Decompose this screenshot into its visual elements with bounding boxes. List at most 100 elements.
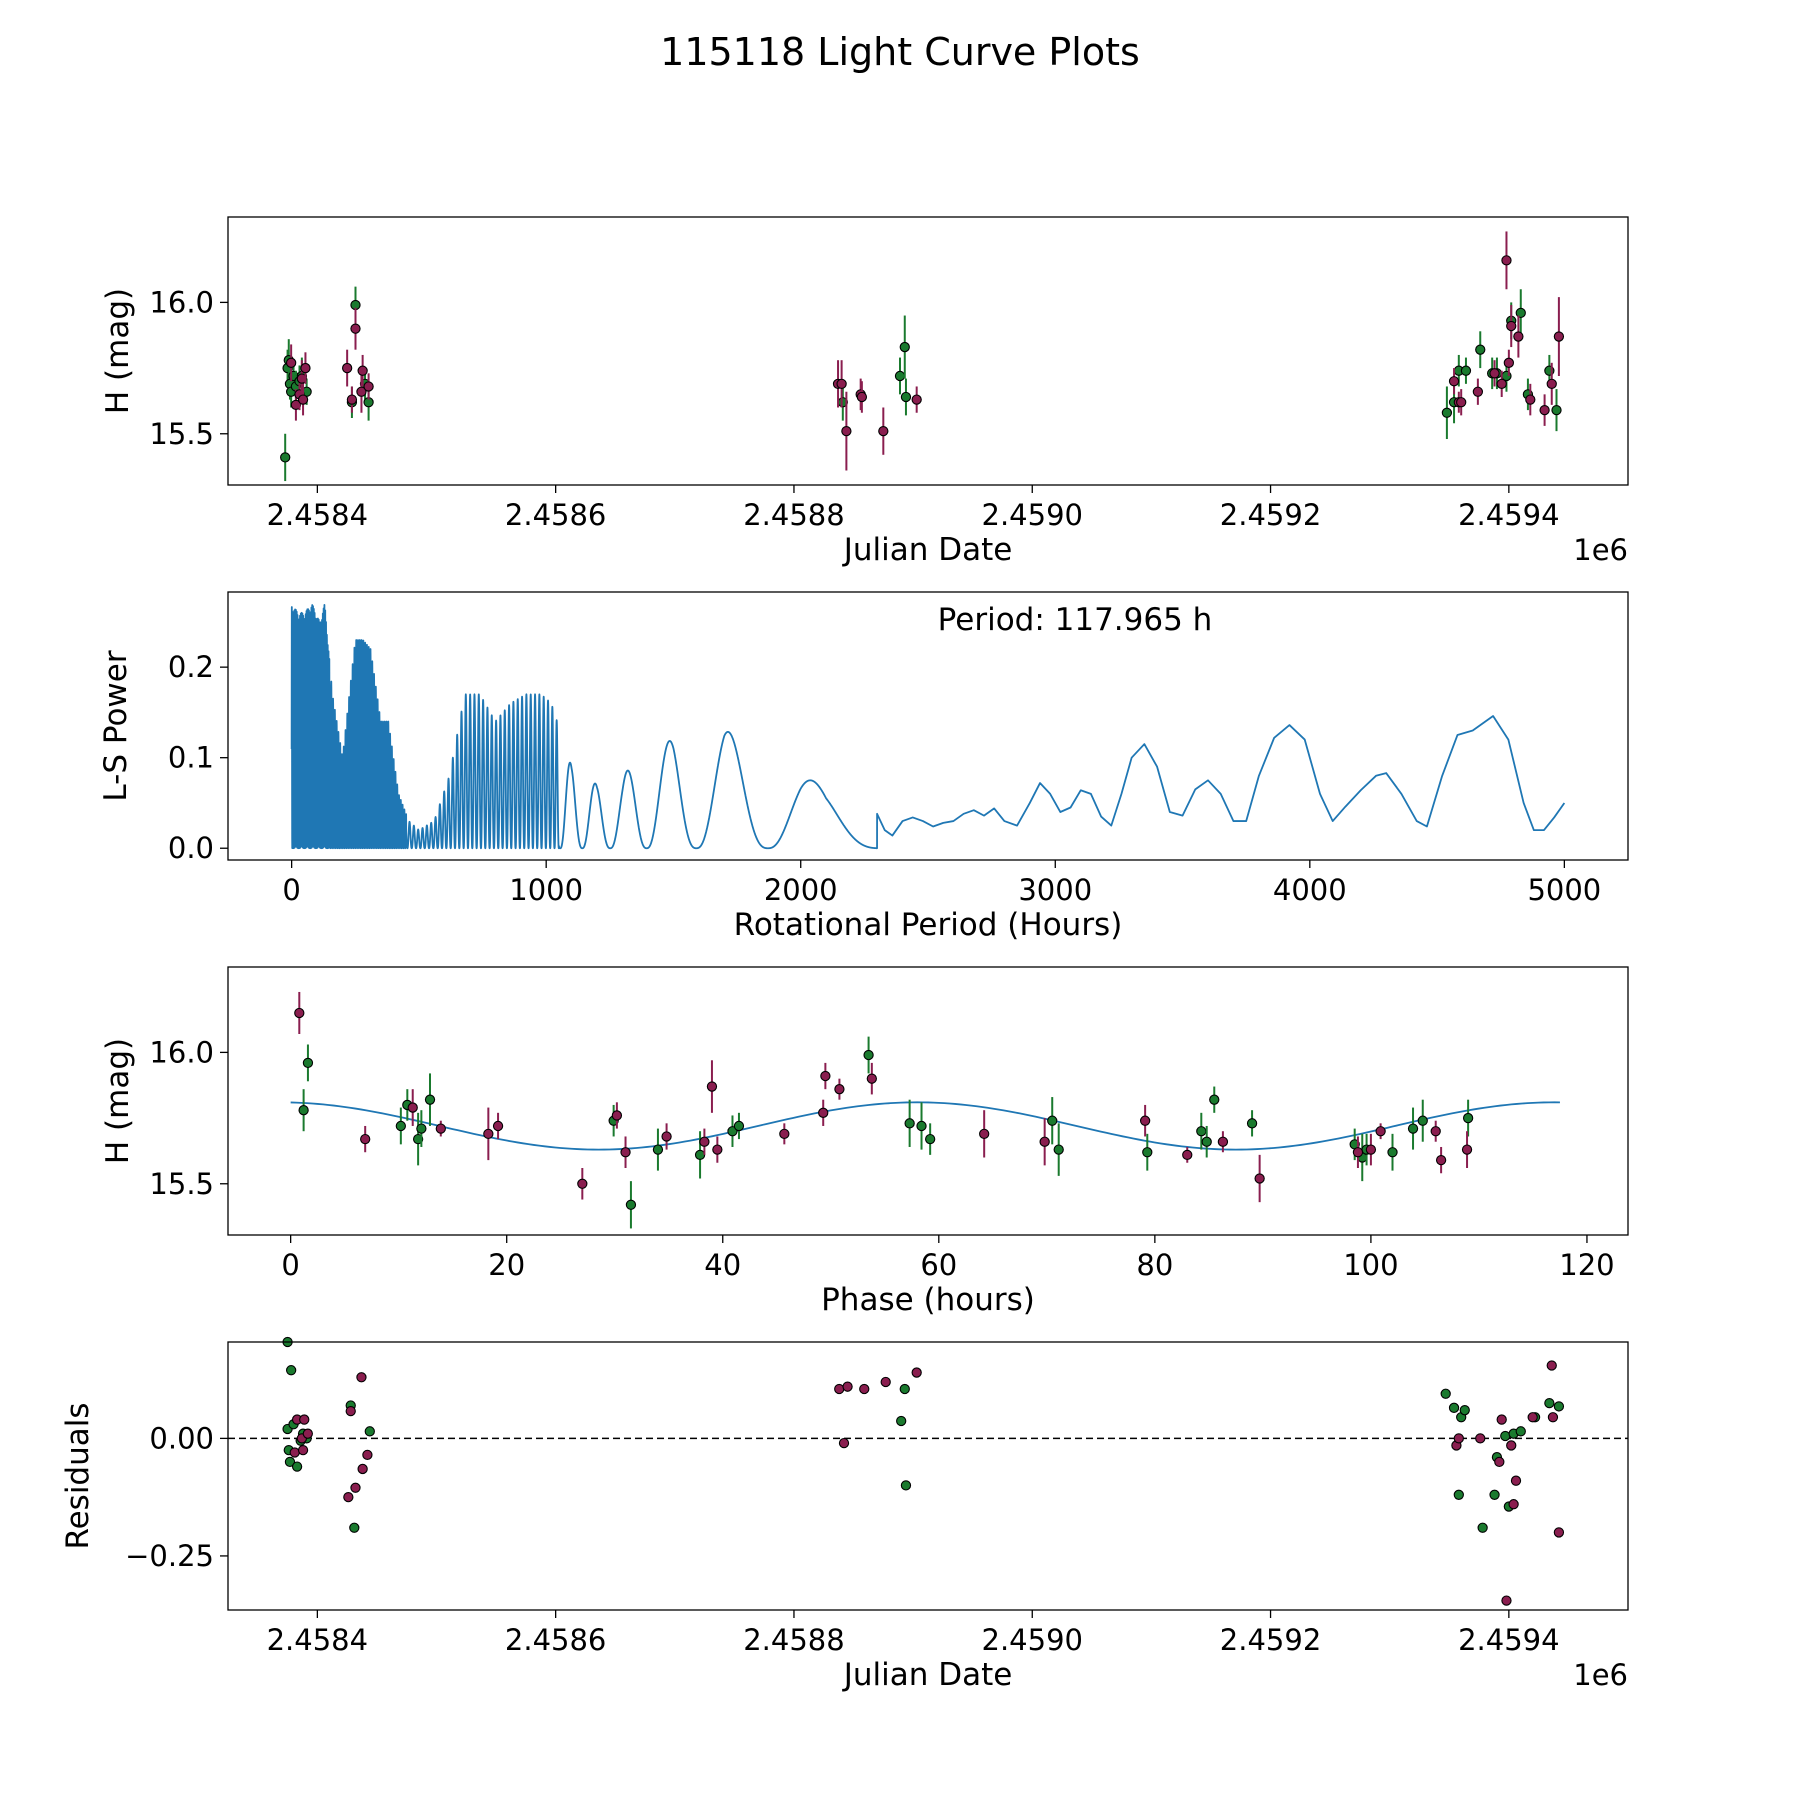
data-point xyxy=(1217,1136,1229,1147)
data-point xyxy=(899,1383,910,1395)
x-tick-label: 0 xyxy=(282,873,300,907)
data-point xyxy=(395,1120,406,1132)
data-point xyxy=(424,1094,436,1105)
x-tick-label: 2.4586 xyxy=(505,498,606,532)
periodogram-panel: Period: 117.965 h 0 1000 2000 3000 4000 5000 0.… xyxy=(98,591,1629,943)
data-point xyxy=(285,357,297,368)
data-point xyxy=(297,1444,309,1456)
data-point xyxy=(356,386,367,397)
x-axis-label: Rotational Period (Hours) xyxy=(734,907,1123,943)
data-point xyxy=(706,1081,718,1092)
x-tick-label: 2.4592 xyxy=(1220,498,1321,532)
data-point xyxy=(1475,344,1486,355)
data-point xyxy=(407,1102,418,1113)
x-tick-label: 60 xyxy=(920,1248,957,1282)
data-point xyxy=(841,425,852,437)
x-tick-label: 3000 xyxy=(1018,873,1092,907)
data-point xyxy=(357,365,368,376)
data-point xyxy=(1462,1112,1474,1124)
y-axis-label: Residuals xyxy=(60,1402,96,1549)
x-tick-label: 2.4594 xyxy=(1458,498,1559,532)
y-tick-label: 0.00 xyxy=(149,1421,214,1455)
axes-frame xyxy=(227,966,1629,1236)
data-point xyxy=(483,1128,494,1139)
x-tick-label: 2.4594 xyxy=(1458,1623,1559,1657)
data-point xyxy=(900,1480,912,1491)
data-point xyxy=(298,1105,309,1116)
data-point xyxy=(1430,1126,1441,1137)
x-tick-label: 1000 xyxy=(509,873,583,907)
data-point xyxy=(916,1120,927,1132)
figure-title: 115118 Light Curve Plots xyxy=(660,30,1140,74)
x-tick-label: 100 xyxy=(1343,1248,1398,1282)
data-point xyxy=(661,1131,672,1142)
data-point xyxy=(362,1449,373,1460)
data-point xyxy=(779,1128,790,1139)
data-point xyxy=(1387,1147,1398,1158)
x-tick-label: 40 xyxy=(704,1248,741,1282)
data-point xyxy=(1435,1154,1447,1166)
data-point xyxy=(1553,331,1565,342)
data-point xyxy=(1553,1401,1565,1412)
data-point xyxy=(1515,307,1526,319)
model-curve xyxy=(290,1101,1560,1151)
y-tick-label: 15.5 xyxy=(149,1167,214,1201)
period-annotation: Period: 117.965 h xyxy=(938,602,1213,638)
data-point xyxy=(699,1136,710,1147)
axis-offset-label: 1e6 xyxy=(1573,1658,1628,1692)
data-point xyxy=(1453,1433,1464,1444)
y-tick-label: 0.1 xyxy=(168,741,214,775)
data-point xyxy=(1546,378,1557,389)
x-tick-label: 2.4584 xyxy=(267,1623,368,1657)
data-point xyxy=(1047,1115,1058,1126)
data-point xyxy=(896,1415,907,1427)
x-tick-label: 4000 xyxy=(1273,873,1347,907)
data-point xyxy=(1506,1440,1517,1451)
data-point xyxy=(492,1120,504,1132)
data-point xyxy=(1407,1123,1419,1134)
data-point xyxy=(363,381,374,392)
data-point xyxy=(900,391,912,403)
data-point xyxy=(712,1144,723,1155)
data-point xyxy=(652,1144,664,1155)
x-tick-label: 0 xyxy=(281,1248,299,1282)
data-point xyxy=(341,362,353,374)
data-point xyxy=(1501,1595,1512,1606)
x-tick-label: 5000 xyxy=(1527,873,1601,907)
data-point xyxy=(284,1456,296,1468)
data-point xyxy=(356,1372,367,1383)
residuals-panel: 2.4584 2.4586 2.4588 2.4590 2.4592 2.4594 0.00… xyxy=(60,1336,1629,1693)
data-point xyxy=(880,1376,891,1388)
y-tick-label: 16.0 xyxy=(149,285,214,319)
data-point xyxy=(357,1463,368,1475)
x-tick-label: 2.4590 xyxy=(982,498,1083,532)
data-point xyxy=(611,1110,623,1121)
phasefold-panel: 0 20 40 60 80 100 120 16.0 15.5 Phase (hours) H (m… xyxy=(100,966,1629,1318)
data-point xyxy=(1448,376,1460,387)
data-point xyxy=(300,362,311,374)
data-point xyxy=(296,373,308,384)
x-axis-label: Julian Date xyxy=(842,1657,1013,1693)
data-point xyxy=(836,378,847,389)
data-point xyxy=(1503,357,1515,368)
data-point xyxy=(360,1133,371,1145)
lightcurve-panel: 2.4584 2.4586 2.4588 2.4590 2.4592 2.4594 16.0… xyxy=(100,216,1629,568)
y-axis-label: H (mag) xyxy=(100,1038,136,1164)
y-axis-label: H (mag) xyxy=(100,288,136,414)
data-point xyxy=(280,452,291,463)
data-point xyxy=(294,1007,305,1019)
data-point xyxy=(834,1084,845,1095)
data-point xyxy=(1254,1173,1265,1184)
data-point xyxy=(625,1199,637,1210)
data-point xyxy=(349,1522,360,1533)
data-point xyxy=(1510,1475,1522,1486)
y-tick-label: 0.2 xyxy=(168,650,214,684)
data-point xyxy=(1553,1527,1565,1538)
x-tick-label: 120 xyxy=(1559,1248,1614,1282)
data-point xyxy=(435,1123,446,1134)
data-point xyxy=(1196,1126,1207,1137)
data-point xyxy=(1461,1144,1473,1155)
data-point xyxy=(904,1118,915,1129)
data-point xyxy=(1506,320,1517,332)
y-tick-label: −0.25 xyxy=(125,1539,214,1573)
